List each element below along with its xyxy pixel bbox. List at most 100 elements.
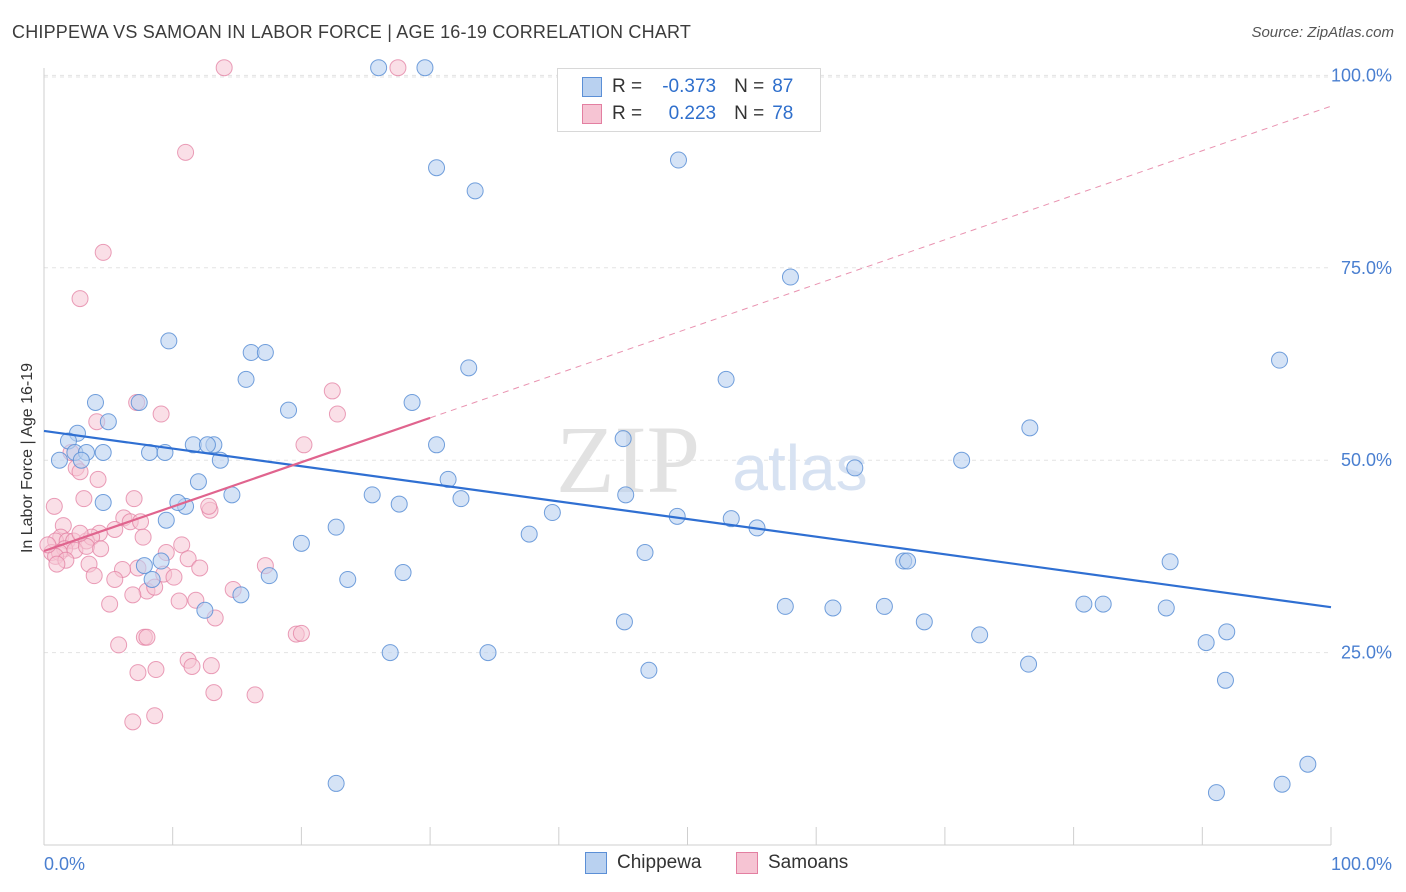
legend-item-chippewa: Chippewa: [585, 852, 702, 874]
samoans-point: [200, 497, 218, 515]
chart-title: CHIPPEWA VS SAMOAN IN LABOR FORCE | AGE …: [12, 22, 692, 42]
chippewa-point: [260, 567, 278, 585]
chippewa-points: [50, 59, 1317, 802]
y-tick-label: 25.0%: [1341, 643, 1392, 663]
chippewa-point: [1216, 671, 1234, 689]
chippewa-point: [327, 774, 345, 792]
y-tick-label: 50.0%: [1341, 450, 1392, 470]
chippewa-point: [160, 332, 178, 350]
x-tick-label-max: 100.0%: [1331, 854, 1392, 874]
samoans-point: [173, 536, 191, 554]
chippewa-point: [94, 444, 112, 461]
chippewa-point: [460, 359, 478, 377]
chippewa-point: [640, 661, 658, 679]
samoans-point: [179, 550, 197, 568]
source-label: Source: ZipAtlas.com: [1251, 24, 1394, 41]
samoans-point: [94, 243, 112, 261]
samoans-point: [183, 657, 201, 675]
samoans-point: [323, 382, 341, 400]
chippewa-point: [614, 430, 632, 448]
chippewa-point: [615, 613, 633, 631]
chippewa-point: [130, 393, 148, 411]
samoans-point: [328, 405, 346, 423]
n-value: 78: [772, 103, 794, 124]
samoans-point: [202, 657, 220, 675]
samoans-point: [125, 490, 143, 508]
samoans-point: [246, 686, 264, 704]
chippewa-point: [327, 518, 345, 536]
chippewa-point: [846, 459, 864, 477]
chippewa-point: [669, 151, 687, 169]
chippewa-point: [416, 59, 434, 77]
n-label: N =: [734, 76, 765, 97]
samoans-point: [48, 555, 66, 573]
chippewa-point: [466, 182, 484, 200]
y-tick-label: 75.0%: [1341, 258, 1392, 278]
chippewa-point: [1161, 553, 1179, 571]
chippewa-swatch: [582, 77, 602, 97]
samoans-point: [138, 628, 156, 646]
samoans-point: [92, 540, 110, 558]
samoans-point: [75, 490, 93, 508]
chippewa-point: [1075, 595, 1093, 613]
r-value: 0.223: [668, 103, 717, 124]
chippewa-point: [363, 486, 381, 504]
chippewa-point: [152, 552, 170, 570]
samoans-point: [152, 405, 170, 423]
samoans-point: [110, 636, 128, 654]
samoans-point: [124, 713, 142, 731]
chippewa-point: [280, 401, 298, 419]
chippewa-point: [232, 586, 250, 604]
n-value: 87: [772, 76, 794, 97]
samoans-trend-extension: [429, 105, 1332, 419]
chippewa-point: [157, 511, 175, 529]
samoans-point: [147, 661, 165, 679]
chippewa-point: [1094, 595, 1112, 613]
x-tick-label-min: 0.0%: [44, 854, 85, 874]
legend-row-chippewa: R = -0.373 N = 87: [582, 74, 793, 100]
chippewa-point: [1273, 775, 1291, 793]
chippewa-point: [237, 370, 255, 388]
y-tick-label: 100.0%: [1331, 65, 1392, 85]
samoans-point: [389, 59, 407, 77]
samoans-trend-line: [43, 416, 431, 553]
samoans-point: [146, 707, 164, 725]
chippewa-point: [403, 393, 421, 411]
chippewa-point: [722, 510, 740, 528]
chippewa-point: [256, 343, 274, 361]
chippewa-point: [135, 557, 153, 575]
chippewa-point: [339, 570, 357, 588]
chippewa-point: [390, 495, 408, 513]
samoans-legend-label: Samoans: [768, 852, 849, 873]
chippewa-point: [776, 597, 794, 615]
chippewa-point: [394, 564, 412, 582]
chippewa-point: [292, 534, 310, 552]
grid-lines: [44, 74, 1331, 654]
samoans-point: [106, 570, 124, 588]
chippewa-point: [1021, 419, 1039, 437]
r-label: R =: [612, 103, 643, 124]
watermark: ZIP atlas: [556, 406, 868, 513]
samoans-point: [177, 143, 195, 161]
chippewa-point: [86, 393, 104, 411]
correlation-legend: R = -0.373 N = 87 R = 0.223 N = 78: [557, 68, 821, 132]
chippewa-point: [824, 599, 842, 617]
axes: [43, 68, 1332, 846]
chippewa-point: [636, 544, 654, 562]
chippewa-point: [1197, 634, 1215, 652]
samoans-point: [292, 624, 310, 642]
chippewa-point: [72, 451, 90, 469]
chippewa-point: [915, 613, 933, 631]
chippewa-point: [381, 644, 399, 662]
chippewa-point: [617, 486, 635, 504]
chippewa-legend-swatch: [585, 852, 607, 874]
trend-lines: [43, 105, 1332, 609]
chippewa-point: [520, 525, 538, 543]
chippewa-point: [1218, 623, 1236, 641]
samoans-point: [215, 59, 233, 77]
chippewa-point: [875, 597, 893, 615]
chippewa-point: [196, 601, 214, 619]
tick-labels: 25.0% 50.0% 75.0% 100.0% 0.0% 100.0%: [44, 65, 1392, 874]
samoans-point: [45, 497, 63, 515]
